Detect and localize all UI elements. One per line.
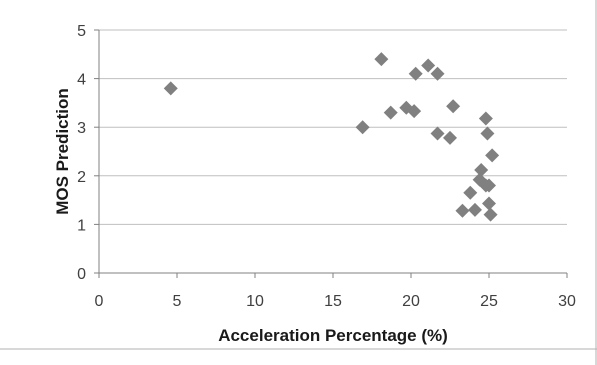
x-tick-label: 25 [480, 293, 498, 310]
y-tick-label: 3 [77, 120, 86, 137]
gridlines [99, 29, 567, 225]
data-point [446, 99, 461, 114]
data-point [163, 81, 178, 96]
data-point [407, 104, 422, 119]
y-tick-label: 1 [77, 217, 86, 234]
y-axis-title: MOS Prediction [53, 88, 72, 215]
data-point [467, 202, 482, 217]
y-tick-label: 5 [77, 23, 86, 40]
y-tick-label: 2 [77, 169, 86, 186]
data-point [482, 178, 496, 193]
data-point [478, 111, 493, 126]
axes [94, 29, 568, 278]
data-point [485, 148, 500, 163]
data-point [463, 185, 478, 200]
data-point [408, 66, 423, 81]
data-points [163, 52, 500, 222]
data-point [421, 58, 436, 73]
x-axis-title: Acceleration Percentage (%) [218, 326, 448, 345]
x-tick-label: 15 [324, 293, 342, 310]
data-point [383, 105, 398, 120]
x-tick-label: 5 [173, 293, 182, 310]
tick-labels: 0 1 2 3 4 5 0 5 10 15 20 25 30 [77, 23, 576, 310]
x-tick-label: 20 [402, 293, 420, 310]
data-point [374, 52, 389, 67]
y-tick-label: 0 [77, 266, 86, 283]
y-tick-label: 4 [77, 72, 86, 89]
data-point [474, 162, 489, 177]
x-tick-label: 30 [558, 293, 576, 310]
x-tick-label: 0 [95, 293, 104, 310]
data-point [480, 126, 495, 141]
data-point [455, 203, 470, 218]
data-point [355, 120, 370, 135]
data-point [430, 126, 445, 141]
data-point [482, 196, 496, 211]
data-point [430, 66, 445, 81]
data-point [443, 130, 457, 145]
data-point [483, 207, 498, 222]
x-tick-label: 10 [246, 293, 264, 310]
